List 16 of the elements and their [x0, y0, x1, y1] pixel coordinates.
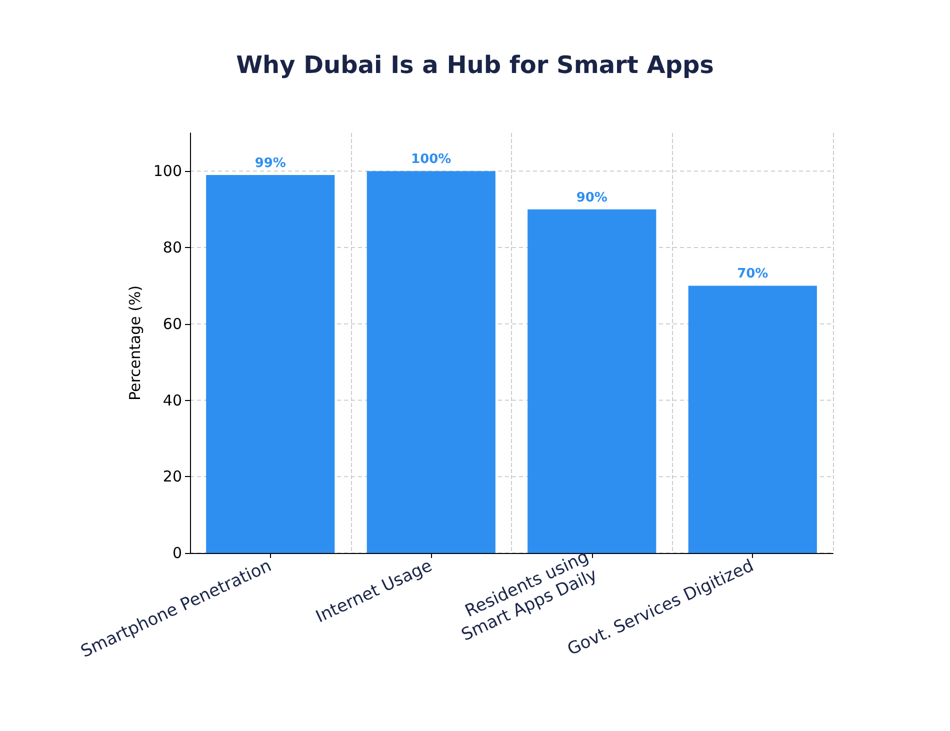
y-tick-label: 100 — [153, 162, 182, 180]
bar — [688, 286, 817, 553]
bar — [528, 209, 656, 553]
y-tick-label: 20 — [162, 468, 182, 486]
y-tick-label: 0 — [172, 544, 182, 562]
bar — [366, 171, 496, 553]
data-label: 70% — [737, 266, 768, 282]
y-tick-label: 80 — [162, 238, 182, 257]
data-label: 100% — [411, 152, 452, 168]
data-label: 99% — [254, 156, 286, 171]
bar — [206, 175, 335, 553]
y-tick-label: 60 — [162, 314, 182, 333]
chart-title: Why Dubai Is a Hub for Smart Apps — [236, 51, 714, 79]
data-label: 90% — [576, 190, 608, 206]
y-axis-title: Percentage (%) — [126, 285, 144, 401]
y-tick-label: 40 — [162, 391, 182, 410]
